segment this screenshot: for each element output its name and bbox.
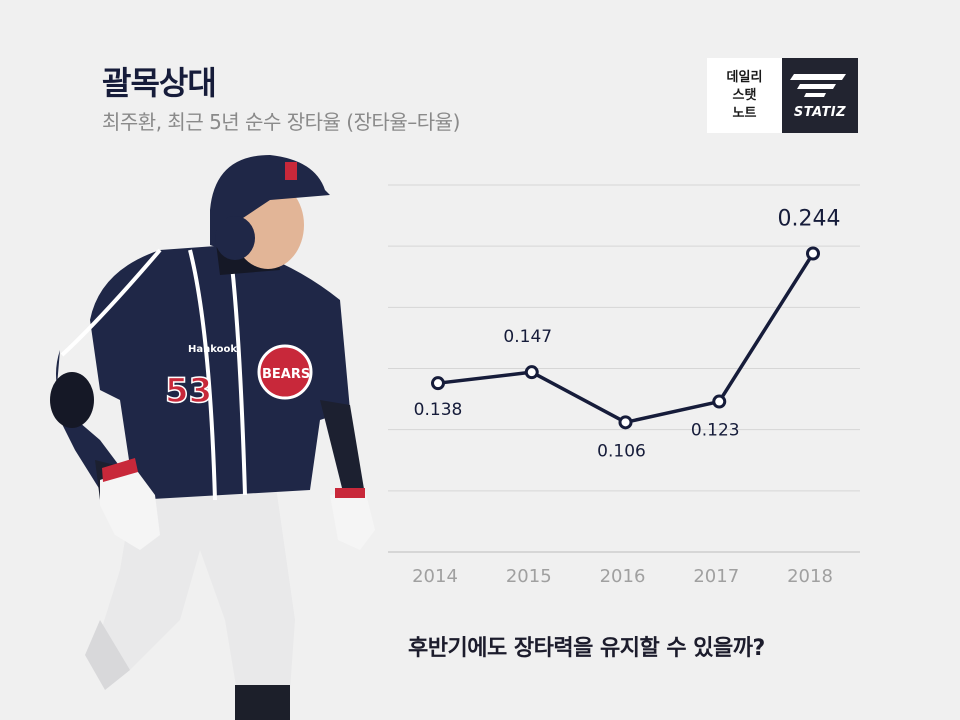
statiz-logo: STATIZ [782,58,858,133]
x-tick-label: 2017 [693,566,739,587]
data-label: 0.123 [691,421,740,441]
x-tick-label: 2014 [412,566,458,587]
data-point [712,394,727,409]
logo-line-2: 스탯 [732,87,757,103]
logo-line-1: 데일리 [726,69,763,85]
data-point [431,376,445,391]
data-point [524,365,539,380]
jersey-number: 53 [165,371,212,411]
statiz-brand-text: STATIZ [793,105,847,120]
daily-stat-note-logo: 데일리 스탯 노트 [707,58,782,133]
statiz-mark-icon [790,74,846,97]
question-text: 후반기에도 장타력을 유지할 수 있을까? [408,636,765,661]
sponsor-text: Hankook [188,344,237,355]
page-title: 괄목상대 [102,64,217,102]
data-point [618,415,633,430]
data-label: 0.244 [778,207,841,232]
x-tick-label: 2018 [787,566,833,587]
series-line [437,252,815,425]
page-subtitle: 최주환, 최근 5년 순수 장타율 (장타율–타율) [102,110,460,134]
data-point [806,246,820,261]
team-text: BEARS [262,367,310,382]
x-tick-label: 2015 [506,566,552,587]
data-label: 0.138 [414,400,463,420]
x-tick-label: 2016 [600,566,646,587]
data-label: 0.147 [503,327,552,347]
data-label: 0.106 [597,441,646,461]
baseball-player-illustration: 53 BEARS Hankook [50,155,375,720]
logo-line-3: 노트 [732,105,757,121]
